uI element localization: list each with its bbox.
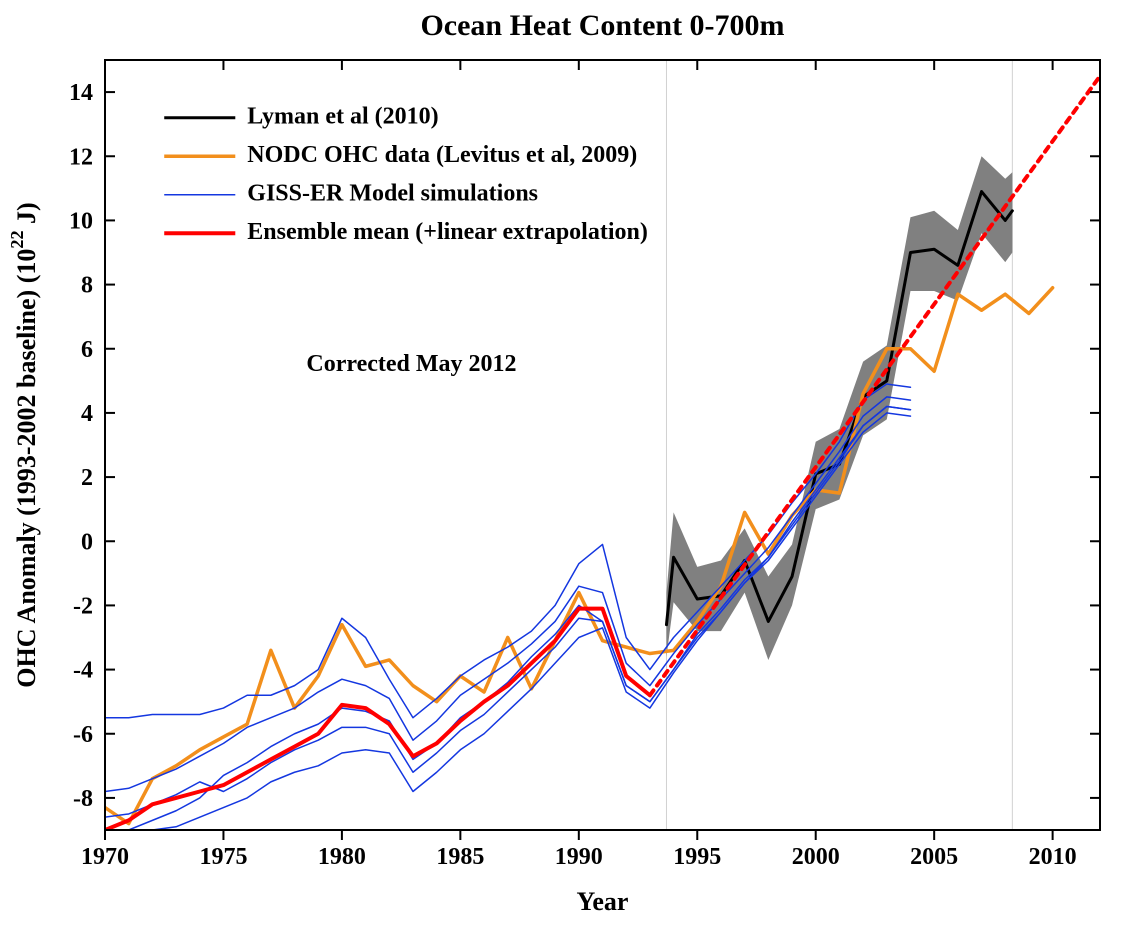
legend: Lyman et al (2010) NODC OHC data (Levitus… bbox=[164, 103, 648, 245]
legend-label: NODC OHC data (Levitus et al, 2009) bbox=[247, 142, 637, 168]
series-ensemble bbox=[105, 609, 650, 830]
y-axis-label: OHC Anomaly (1993-2002 baseline) (1022 J… bbox=[7, 202, 41, 687]
xtick: 1990 bbox=[555, 844, 603, 870]
chart-svg: 197019751980198519901995200020052010-8-6… bbox=[0, 0, 1136, 931]
plot-border bbox=[105, 60, 1100, 830]
ytick: 6 bbox=[81, 337, 93, 363]
ytick: 14 bbox=[69, 80, 93, 106]
xtick: 1970 bbox=[81, 844, 129, 870]
legend-label: Lyman et al (2010) bbox=[247, 103, 438, 129]
xtick: 2010 bbox=[1029, 844, 1077, 870]
xtick: 2000 bbox=[792, 844, 840, 870]
series-giss2 bbox=[105, 407, 910, 831]
ytick: -4 bbox=[73, 658, 93, 684]
series-extrapolation bbox=[650, 76, 1100, 695]
ytick: -2 bbox=[73, 593, 93, 619]
ytick: -8 bbox=[73, 786, 93, 812]
series-giss5 bbox=[105, 407, 910, 818]
chart-title: Ocean Heat Content 0-700m bbox=[420, 9, 784, 42]
uncertainty-band bbox=[666, 156, 1012, 660]
annotation-corrected: Corrected May 2012 bbox=[306, 351, 516, 377]
xtick: 1975 bbox=[199, 844, 247, 870]
legend-label: Ensemble mean (+linear extrapolation) bbox=[247, 219, 648, 245]
xtick: 1995 bbox=[673, 844, 721, 870]
x-axis-label: Year bbox=[577, 887, 629, 916]
xtick: 1985 bbox=[436, 844, 484, 870]
series-giss3 bbox=[105, 413, 910, 833]
legend-label: GISS-ER Model simulations bbox=[247, 180, 538, 206]
ytick: 4 bbox=[81, 401, 93, 427]
series-lyman bbox=[666, 192, 1012, 625]
ytick: -6 bbox=[73, 722, 93, 748]
ytick: 8 bbox=[81, 273, 93, 299]
series-nodc bbox=[105, 288, 1053, 824]
xtick: 2005 bbox=[910, 844, 958, 870]
ytick: 10 bbox=[69, 208, 93, 234]
xtick: 1980 bbox=[318, 844, 366, 870]
ytick: 0 bbox=[81, 529, 93, 555]
ytick: 12 bbox=[69, 144, 93, 170]
chart-container: 197019751980198519901995200020052010-8-6… bbox=[0, 0, 1136, 931]
ytick: 2 bbox=[81, 465, 93, 491]
